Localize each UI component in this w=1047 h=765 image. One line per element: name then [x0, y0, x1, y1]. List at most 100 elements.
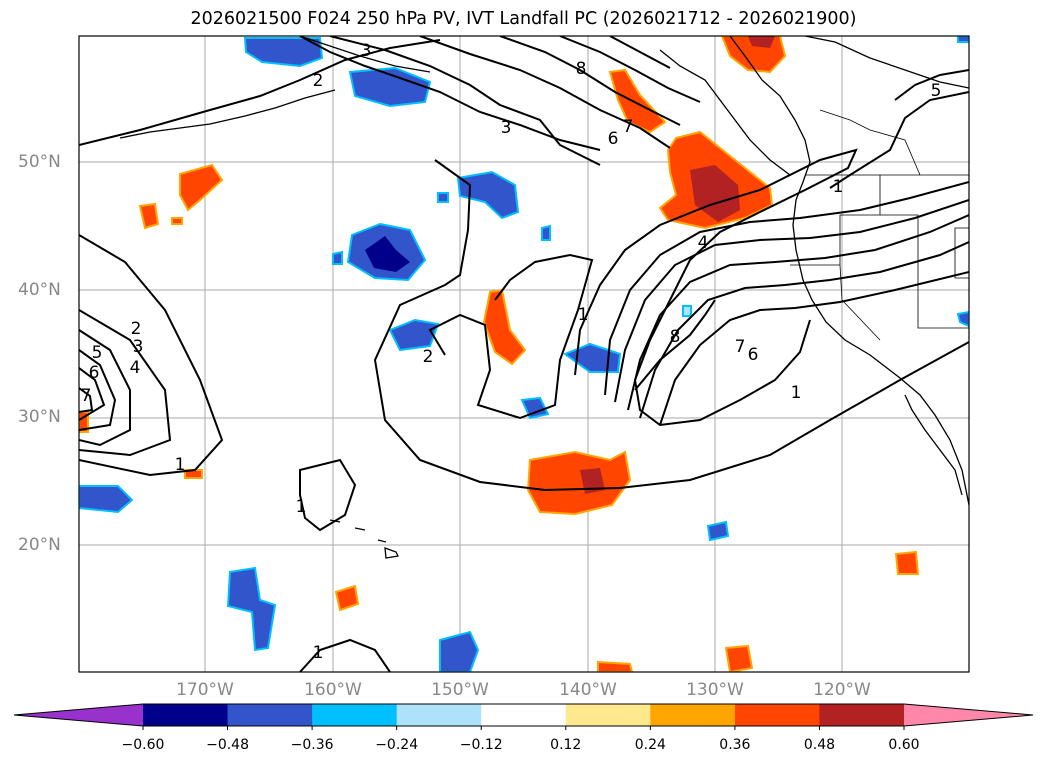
pv-blob — [706, 520, 730, 542]
colorbar-segment — [819, 704, 905, 726]
pv-blob — [138, 202, 160, 230]
pv-blob-core — [365, 236, 410, 272]
pv-blob — [894, 550, 920, 575]
gridlines — [79, 36, 969, 672]
contour-label: 8 — [576, 59, 587, 79]
country-borders — [790, 109, 969, 341]
contour-line — [79, 367, 106, 421]
colorbar-segment — [143, 704, 229, 726]
north-america-coast — [729, 36, 969, 506]
pv-blob — [456, 170, 520, 220]
contour-line — [627, 214, 969, 411]
colorbar-tick-label: −0.36 — [290, 737, 334, 753]
pv-blob — [388, 318, 440, 352]
colorbar-tick-label: 0.36 — [719, 737, 751, 753]
lat-label: 20°N — [18, 535, 61, 555]
pv-negative-anomalies — [79, 36, 969, 672]
contour-line — [299, 36, 601, 151]
contour-line — [609, 36, 671, 69]
contour-label: 7 — [735, 337, 746, 357]
pv-blob — [348, 66, 432, 108]
contour-label: 2 — [423, 347, 434, 367]
contour-label: 2 — [313, 71, 324, 91]
contour-label: 7 — [81, 386, 92, 406]
pv-blob — [541, 224, 551, 241]
contour-line — [604, 181, 969, 396]
contour-label: 5 — [92, 343, 103, 363]
contour-line — [428, 253, 594, 420]
colorbar-segment — [227, 704, 313, 726]
map-title: 2026021500 F024 250 hPa PV, IVT Landfall… — [190, 9, 857, 29]
pv-blob — [437, 192, 449, 203]
contour-line — [419, 36, 671, 149]
contour-label: 3 — [501, 118, 512, 138]
contour-line — [634, 299, 716, 391]
contour-line — [299, 458, 357, 532]
pv-blob — [724, 644, 754, 672]
colorbar-tick-label: 0.12 — [550, 737, 582, 753]
contour-line — [659, 271, 969, 426]
pv-blob — [526, 450, 632, 516]
pv-blob — [482, 288, 527, 366]
colorbar — [13, 703, 1034, 730]
contour-label: 1 — [578, 305, 589, 325]
contour-label: 8 — [670, 327, 681, 347]
contour-line — [894, 69, 969, 101]
contour-line — [79, 329, 131, 447]
pv-blob — [957, 36, 969, 43]
colorbar-tick-label: 0.48 — [803, 737, 836, 753]
ivt-contours — [79, 36, 969, 672]
pv-blob — [956, 310, 969, 328]
lon-label: 170°W — [176, 680, 234, 700]
lat-label: 50°N — [18, 152, 61, 172]
contour-line — [829, 91, 969, 189]
contour-line — [559, 36, 701, 103]
baja-peninsula — [904, 394, 963, 496]
hawaii-islands — [329, 519, 399, 559]
pv-blob-core — [748, 36, 775, 48]
colorbar-tick-label: 0.24 — [634, 737, 666, 753]
contour-label: 4 — [698, 233, 709, 253]
lon-label: 130°W — [686, 680, 744, 700]
pv-blob — [332, 250, 343, 265]
colorbar-segment — [312, 704, 398, 726]
contour-label: 5 — [931, 81, 942, 101]
pv-blob — [520, 396, 550, 420]
colorbar-segment — [734, 704, 820, 726]
contour-line — [329, 36, 601, 166]
colorbar-segment — [396, 704, 482, 726]
colorbar-tick-label: −0.12 — [459, 737, 503, 753]
colorbar-tick-label: −0.60 — [121, 737, 165, 753]
colorbar-extension-low — [14, 704, 143, 726]
contour-line — [373, 159, 969, 492]
colorbar-segment — [650, 704, 736, 726]
island-chain-coast — [659, 49, 791, 176]
pv-blob — [226, 566, 277, 652]
contour-label: 1 — [791, 383, 802, 403]
pv-blob — [171, 217, 183, 225]
pv-positive-anomalies — [79, 36, 920, 672]
colorbar-extension-high — [904, 704, 1033, 726]
contour-label: 7 — [623, 117, 634, 137]
contour-label: 1 — [313, 643, 324, 663]
pv-blob — [597, 660, 634, 672]
lon-label: 160°W — [304, 680, 362, 700]
lat-label: 40°N — [18, 280, 61, 300]
lat-label: 30°N — [18, 407, 61, 427]
pv-blob — [608, 68, 667, 134]
contour-line — [299, 638, 391, 672]
pv-blob — [682, 305, 692, 317]
lon-label: 120°W — [813, 680, 871, 700]
contour-line — [79, 387, 94, 413]
contour-line — [79, 234, 224, 477]
contour-label: 2 — [131, 319, 142, 339]
colorbar-tick-label: −0.24 — [375, 737, 419, 753]
contour-label: 1 — [833, 177, 844, 197]
pv-blob — [562, 342, 622, 373]
contour-label: 1 — [175, 455, 186, 475]
contour-line — [574, 148, 858, 427]
colorbar-tick-label: 0.60 — [888, 737, 920, 753]
colorbar-segment — [565, 704, 651, 726]
plot-frame — [78, 35, 970, 673]
